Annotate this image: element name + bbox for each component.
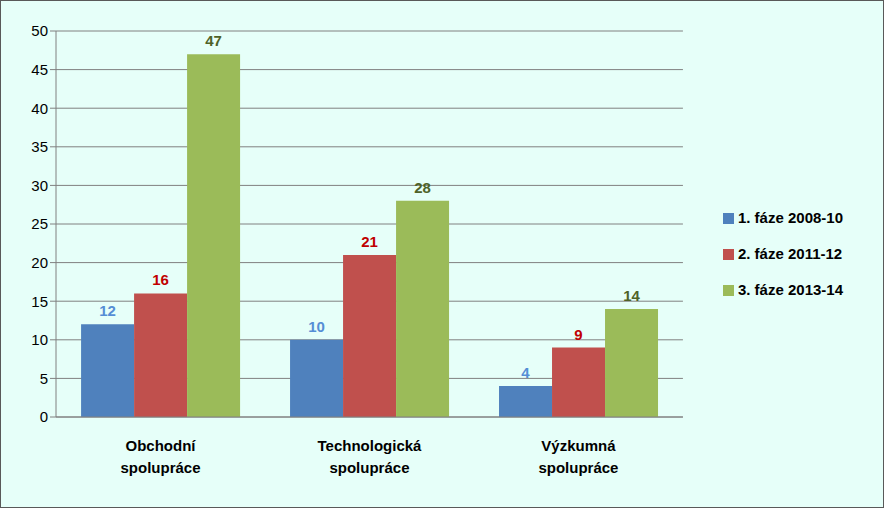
svg-text:35: 35 bbox=[31, 138, 48, 155]
svg-text:14: 14 bbox=[623, 287, 640, 304]
html-text:1. fáze 2008-10: 1. fáze 2008-10 bbox=[737, 209, 843, 226]
svg-text:4: 4 bbox=[521, 364, 530, 381]
svg-text:12: 12 bbox=[99, 302, 116, 319]
svg-text:30: 30 bbox=[31, 177, 48, 194]
svg-text:10: 10 bbox=[308, 318, 325, 335]
svg-text:47: 47 bbox=[205, 32, 222, 49]
svg-text:45: 45 bbox=[31, 61, 48, 78]
svg-text:20: 20 bbox=[31, 254, 48, 271]
html-text:2. fáze 2011-12: 2. fáze 2011-12 bbox=[737, 245, 843, 262]
html-text:3. fáze 2013-14: 3. fáze 2013-14 bbox=[737, 281, 843, 298]
svg-text:10: 10 bbox=[31, 331, 48, 348]
svg-text:28: 28 bbox=[414, 179, 431, 196]
svg-text:Technologickáspolupráce: Technologickáspolupráce bbox=[318, 437, 423, 476]
svg-text:50: 50 bbox=[31, 22, 48, 39]
svg-text:15: 15 bbox=[31, 293, 48, 310]
svg-text:21: 21 bbox=[361, 233, 378, 250]
svg-text:Výzkumnáspolupráce: Výzkumnáspolupráce bbox=[538, 437, 618, 476]
svg-text:Obchodníspolupráce: Obchodníspolupráce bbox=[120, 437, 200, 476]
svg-text:40: 40 bbox=[31, 100, 48, 117]
svg-text:0: 0 bbox=[40, 408, 48, 425]
svg-text:25: 25 bbox=[31, 215, 48, 232]
svg-text:16: 16 bbox=[152, 271, 169, 288]
svg-text:9: 9 bbox=[574, 326, 582, 343]
svg-text:5: 5 bbox=[40, 370, 48, 387]
